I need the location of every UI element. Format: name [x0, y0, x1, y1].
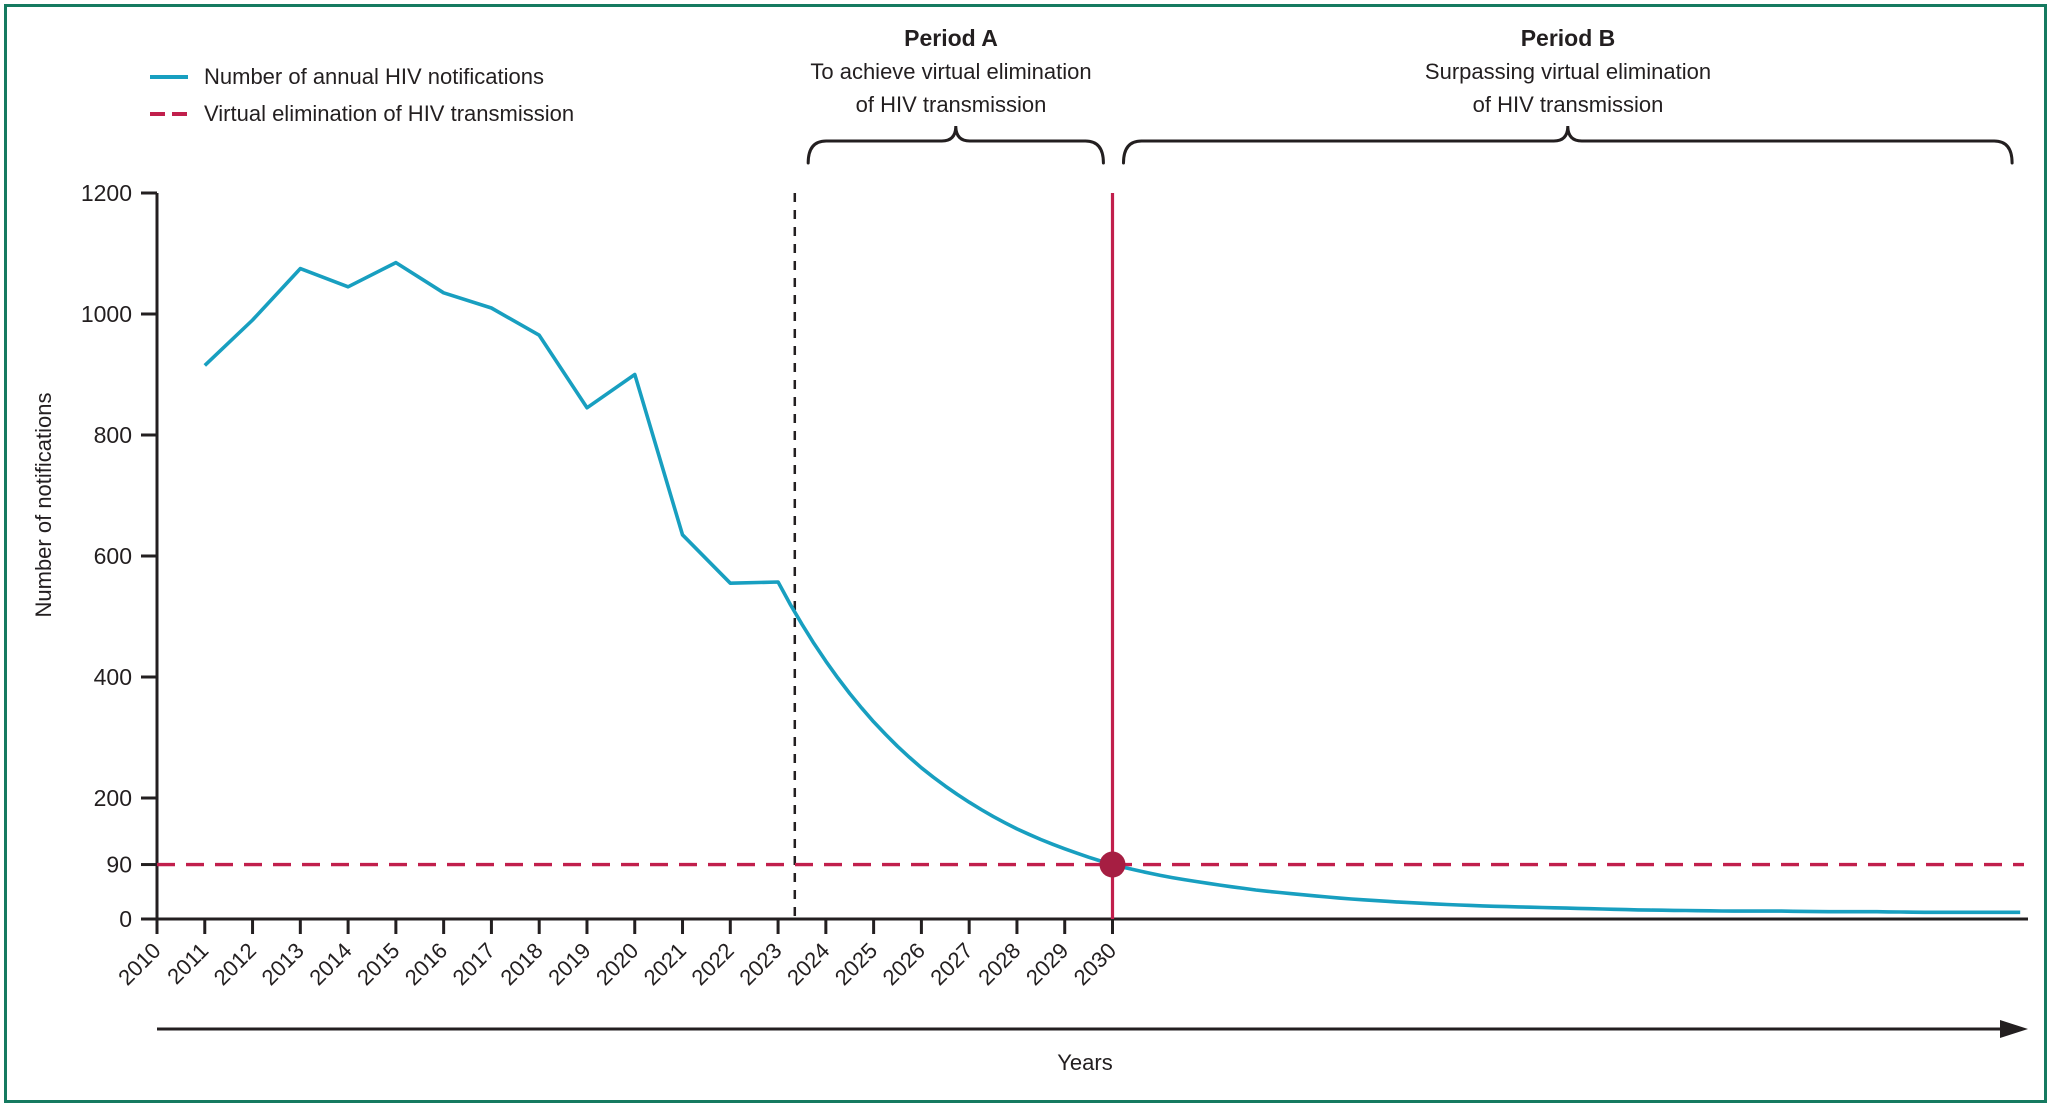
years-arrowhead-icon: [2000, 1020, 2028, 1038]
period-b-brace: [1121, 125, 2014, 165]
hiv-notifications-curve: [203, 260, 2021, 915]
y-tick-label: 90: [106, 852, 132, 878]
chart-legend: Number of annual HIV notifications Virtu…: [150, 58, 574, 132]
x-tick-label: 2015: [352, 938, 404, 990]
elimination-intersection-dot: [1099, 851, 1126, 878]
x-axis-title: Years: [1057, 1050, 1113, 1075]
x-tick-label: 2020: [591, 938, 643, 990]
period-a-brace: [806, 125, 1105, 165]
x-tick-label: 2014: [304, 938, 356, 990]
crimson-dashed-swatch-icon: [150, 111, 188, 116]
period-b-header: Period B Surpassing virtual elimination …: [1425, 22, 1711, 121]
y-tick-label: 200: [94, 785, 132, 811]
x-tick-label: 2017: [448, 938, 500, 990]
x-tick-label: 2010: [113, 938, 165, 990]
period-b-subtitle-line1: Surpassing virtual elimination: [1424, 59, 1712, 84]
x-tick-label: 2022: [687, 938, 739, 990]
x-tick-label: 2027: [925, 938, 977, 990]
x-tick-label: 2030: [1069, 938, 1121, 990]
period-b-title: Period B: [1520, 25, 1616, 51]
y-tick-label: 800: [94, 422, 132, 448]
y-tick-label: 400: [94, 664, 132, 690]
period-a-subtitle-line2: of HIV transmission: [855, 92, 1047, 117]
x-tick-label: 2024: [782, 938, 834, 990]
x-tick-label: 2029: [1021, 938, 1073, 990]
x-tick-label: 2013: [257, 938, 309, 990]
x-tick-label: 2028: [973, 938, 1025, 990]
x-tick-label: 2011: [162, 938, 213, 989]
y-tick-label: 1200: [81, 180, 132, 206]
teal-line-swatch-icon: [150, 74, 188, 79]
x-tick-label: 2016: [400, 938, 452, 990]
legend-label: Virtual elimination of HIV transmission: [204, 100, 575, 126]
x-tick-label: 2026: [878, 938, 930, 990]
legend-label: Number of annual HIV notifications: [204, 63, 544, 89]
period-a-header: Period A To achieve virtual elimination …: [810, 22, 1091, 121]
x-tick-label: 2023: [734, 938, 786, 990]
period-a-title: Period A: [904, 25, 998, 51]
x-tick-label: 2012: [209, 938, 261, 990]
x-tick-label: 2019: [543, 938, 595, 990]
x-tick-label: 2021: [639, 938, 691, 990]
legend-item-notifications: Number of annual HIV notifications: [150, 58, 574, 95]
period-b-subtitle-line2: of HIV transmission: [1472, 92, 1664, 117]
period-a-subtitle-line1: To achieve virtual elimination: [810, 59, 1092, 84]
x-tick-label: 2025: [830, 938, 882, 990]
y-axis-title: Number of notifications: [31, 392, 56, 618]
y-tick-label: 1000: [81, 301, 132, 327]
y-tick-label: 600: [94, 543, 132, 569]
y-tick-label: 0: [119, 906, 132, 932]
legend-item-elimination: Virtual elimination of HIV transmission: [150, 95, 574, 132]
x-tick-label: 2018: [495, 938, 547, 990]
